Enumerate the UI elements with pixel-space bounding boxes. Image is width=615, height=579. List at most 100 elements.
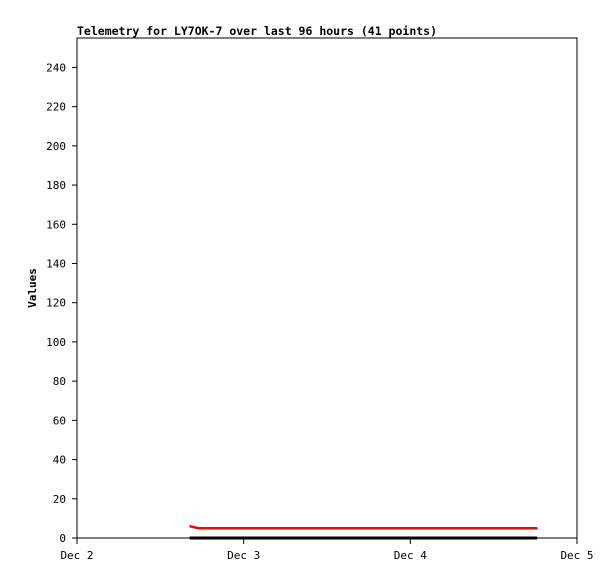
data-point	[189, 537, 191, 539]
data-point	[267, 527, 269, 529]
data-point	[197, 537, 200, 539]
data-point	[275, 537, 278, 539]
plot-frame	[76, 37, 578, 539]
data-point	[206, 527, 209, 529]
data-point	[484, 527, 486, 529]
data-point	[414, 527, 417, 529]
data-point	[232, 527, 235, 529]
data-point	[345, 537, 347, 539]
data-point	[215, 527, 217, 529]
data-point	[432, 527, 434, 529]
data-point	[310, 527, 313, 529]
data-point	[492, 537, 495, 539]
data-point	[475, 537, 478, 539]
data-point	[327, 527, 330, 529]
data-point	[466, 537, 469, 539]
data-point	[197, 527, 200, 529]
data-point	[440, 527, 443, 529]
y-tick-label: 140	[46, 257, 66, 270]
data-point	[449, 527, 452, 529]
data-point	[527, 537, 530, 539]
data-point	[458, 527, 460, 529]
data-point	[536, 537, 538, 539]
data-point	[353, 527, 356, 529]
y-tick-label: 240	[46, 61, 66, 74]
data-point	[501, 527, 504, 529]
data-point	[206, 537, 209, 539]
data-point	[397, 537, 399, 539]
data-point	[475, 527, 478, 529]
data-point	[527, 527, 530, 529]
data-point	[284, 537, 287, 539]
data-point	[223, 537, 226, 539]
y-tick-label: 160	[46, 218, 66, 231]
data-point	[319, 527, 321, 529]
data-point	[414, 537, 417, 539]
data-point	[249, 527, 252, 529]
y-tick-label: 120	[46, 297, 66, 310]
data-point	[241, 527, 243, 529]
data-point	[258, 537, 261, 539]
x-tick-label: Dec 4	[394, 549, 427, 562]
data-point	[440, 537, 443, 539]
data-point	[458, 537, 460, 539]
y-tick-label: 0	[59, 532, 66, 545]
data-point	[319, 537, 321, 539]
data-point	[293, 537, 295, 539]
y-tick-label: 200	[46, 140, 66, 153]
data-point	[353, 537, 356, 539]
y-tick-label: 60	[53, 414, 66, 427]
data-point	[518, 537, 521, 539]
data-point	[336, 527, 339, 529]
data-point	[215, 537, 217, 539]
data-point	[241, 537, 243, 539]
data-point	[189, 525, 191, 528]
data-point	[466, 527, 469, 529]
y-tick-label: 220	[46, 101, 66, 114]
x-tick-label: Dec 3	[227, 549, 260, 562]
data-point	[345, 527, 347, 529]
chart-title: Telemetry for LY7OK-7 over last 96 hours…	[77, 24, 437, 38]
data-point	[510, 537, 512, 539]
data-point	[371, 537, 373, 539]
data-point	[492, 527, 495, 529]
data-point	[423, 537, 426, 539]
x-tick-label: Dec 2	[60, 549, 93, 562]
data-point	[310, 537, 313, 539]
y-tick-label: 100	[46, 336, 66, 349]
data-point	[406, 537, 408, 539]
data-point	[380, 527, 382, 529]
data-point	[267, 537, 269, 539]
data-point	[388, 537, 391, 539]
x-tick-label: Dec 5	[560, 549, 593, 562]
data-point	[380, 537, 382, 539]
data-point	[232, 537, 235, 539]
data-point	[371, 527, 373, 529]
y-tick-label: 180	[46, 179, 66, 192]
data-point	[432, 537, 434, 539]
data-point	[518, 527, 521, 529]
y-axis-label: Values	[26, 268, 39, 308]
data-point	[275, 527, 278, 529]
data-point	[301, 537, 304, 539]
data-point	[336, 537, 339, 539]
y-tick-label: 80	[53, 375, 66, 388]
y-tick-label: 20	[53, 493, 66, 506]
data-point	[301, 527, 304, 529]
y-tick-label: 40	[53, 454, 66, 467]
data-point	[293, 527, 295, 529]
data-point	[536, 527, 538, 529]
data-point	[423, 527, 426, 529]
data-point	[449, 537, 452, 539]
data-point	[249, 537, 252, 539]
data-point	[362, 537, 365, 539]
data-point	[223, 527, 226, 529]
data-point	[362, 527, 365, 529]
data-point	[406, 527, 408, 529]
data-point	[501, 537, 504, 539]
data-point	[258, 527, 261, 529]
data-point	[510, 527, 512, 529]
data-point	[484, 537, 486, 539]
